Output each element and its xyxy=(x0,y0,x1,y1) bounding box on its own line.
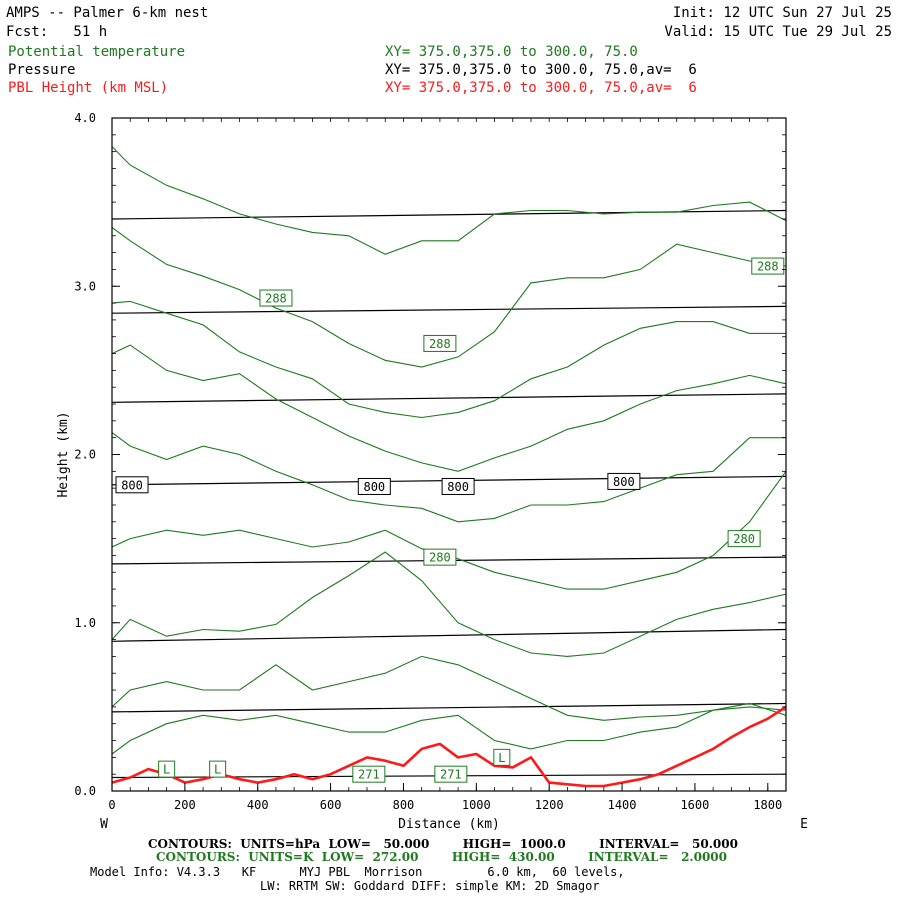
isobar-line xyxy=(111,209,787,220)
legend-pbl-label: PBL Height (km MSL) xyxy=(8,80,169,96)
contour-label: 800 xyxy=(363,480,385,494)
contour-label: 800 xyxy=(121,478,143,492)
contour-label-box xyxy=(441,477,475,495)
contour-label: L xyxy=(163,763,170,777)
contour-label-box xyxy=(751,257,785,275)
isentrope-line xyxy=(111,226,787,368)
contour-label-box xyxy=(357,477,391,495)
valid-time: Valid: 15 UTC Tue 29 Jul 25 xyxy=(664,24,892,40)
legend-pressure-label: Pressure xyxy=(8,62,76,78)
contour-label-box xyxy=(115,476,149,494)
y-axis-label: Height (km) xyxy=(56,411,71,497)
legend-pressure-xy: XY= 375.0,375.0 to 300.0, 75.0,av= 6 xyxy=(385,62,697,78)
x-tick-label: 1600 xyxy=(680,798,709,812)
x-tick-label: 800 xyxy=(393,798,415,812)
contour-label-box xyxy=(607,472,641,490)
x-tick-label: 200 xyxy=(174,798,196,812)
contour-label: 288 xyxy=(429,337,451,351)
isentrope-line xyxy=(111,432,786,523)
axes: 0 200 400 600 800 1000 1200 1400 1600 1800 0.0 1.0 2… xyxy=(56,111,808,832)
footer-physics: LW: RRTM SW: Goddard DIFF: simple KM: 2D… xyxy=(260,879,600,893)
contour-label: 280 xyxy=(733,532,755,546)
chart-title: AMPS -- Palmer 6-km nest xyxy=(6,5,209,21)
init-time: Init: 12 UTC Sun 27 Jul 25 xyxy=(672,5,892,21)
contour-label: L xyxy=(214,763,221,777)
isentrope-line xyxy=(111,300,786,419)
contour-label: 800 xyxy=(613,475,635,489)
isentrope-line xyxy=(111,344,787,472)
contour-label-box xyxy=(209,760,227,778)
x-tick-label: 0 xyxy=(108,798,115,812)
contour-label: 271 xyxy=(440,768,462,782)
west-label: W xyxy=(100,817,108,832)
isobar-line xyxy=(111,702,787,713)
contour-label: 800 xyxy=(447,480,469,494)
legend-theta-xy: XY= 375.0,375.0 to 300.0, 75.0 xyxy=(385,44,638,60)
y-tick-label: 4.0 xyxy=(74,111,96,125)
contour-label-box xyxy=(434,765,468,783)
contour-label-box xyxy=(158,760,176,778)
contour-label-box xyxy=(423,334,457,352)
x-axis-label: Distance (km) xyxy=(398,817,500,832)
x-tick-label: 1000 xyxy=(462,798,491,812)
footer-model-info: Model Info: V4.3.3 KF MYJ PBL Morrison 6… xyxy=(90,865,625,879)
y-tick-label: 2.0 xyxy=(74,448,96,462)
footer-contours-pressure: CONTOURS: UNITS=hPa LOW= 50.000 HIGH= 10… xyxy=(148,837,738,851)
isentrope-line xyxy=(111,146,787,255)
isobar-line xyxy=(111,305,787,314)
legend-pbl-xy: XY= 375.0,375.0 to 300.0, 75.0,av= 6 xyxy=(385,80,697,96)
x-tick-label: 1200 xyxy=(535,798,564,812)
forecast-hour: Fcst: 51 h xyxy=(6,24,108,40)
isobar-line xyxy=(111,393,787,403)
x-tick-label: 1400 xyxy=(608,798,637,812)
isentrope-line xyxy=(111,655,787,721)
contour-label: 271 xyxy=(358,768,380,782)
legend-theta-label: Potential temperature xyxy=(8,44,186,60)
isentrope-line xyxy=(111,551,787,657)
y-tick-label: 3.0 xyxy=(74,279,96,293)
footer-contours-theta: CONTOURS: UNITS=K LOW= 272.00 HIGH= 430.… xyxy=(156,850,727,864)
contour-label-box xyxy=(423,548,457,566)
x-tick-label: 400 xyxy=(247,798,269,812)
contour-label-box xyxy=(727,530,761,548)
contour-label: 288 xyxy=(265,292,287,306)
contour-labels: 288 288 288 280 280 800 800 800 800 271 271 L L L xyxy=(115,257,785,783)
contour-label-box xyxy=(352,765,386,783)
x-tick-label: 600 xyxy=(320,798,342,812)
y-tick-label: 1.0 xyxy=(74,616,96,630)
y-tick-label: 0.0 xyxy=(74,784,96,798)
isentrope-line xyxy=(111,702,787,755)
contour-label-box xyxy=(259,289,293,307)
contour-label-box xyxy=(493,748,511,766)
contour-label: L xyxy=(498,751,505,765)
x-tick-label: 1800 xyxy=(753,798,782,812)
isobar-line xyxy=(111,628,787,642)
contour-label: 280 xyxy=(429,551,451,565)
contour-label: 288 xyxy=(757,260,779,274)
east-label: E xyxy=(800,817,808,832)
theta-isentropes xyxy=(111,146,787,755)
